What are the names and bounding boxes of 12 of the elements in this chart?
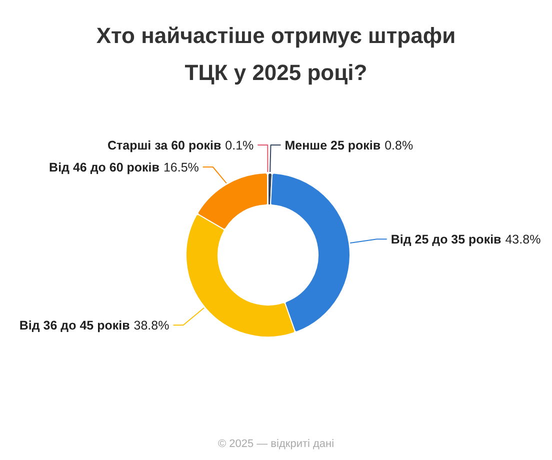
slice-label: Від 25 до 35 років [390,232,502,247]
chart-title: Хто найчастіше отримує штрафи ТЦК у 2025 році? [96,23,456,85]
slice-label: Від 36 до 45 років [19,318,130,332]
slice-label: Від 46 до 60 років [49,160,160,174]
slice-label: Менше 25 років [284,138,381,152]
data-label: 0.1% [225,138,254,152]
data-label: 38.8% [134,318,170,332]
slice-label: Старші за 60 років [108,138,222,152]
data-label: 16.5% [163,160,199,174]
data-label: 0.8% [384,138,414,152]
text: © 2025 — відкриті дані [218,438,334,450]
data-label: 43.8% [505,232,541,247]
